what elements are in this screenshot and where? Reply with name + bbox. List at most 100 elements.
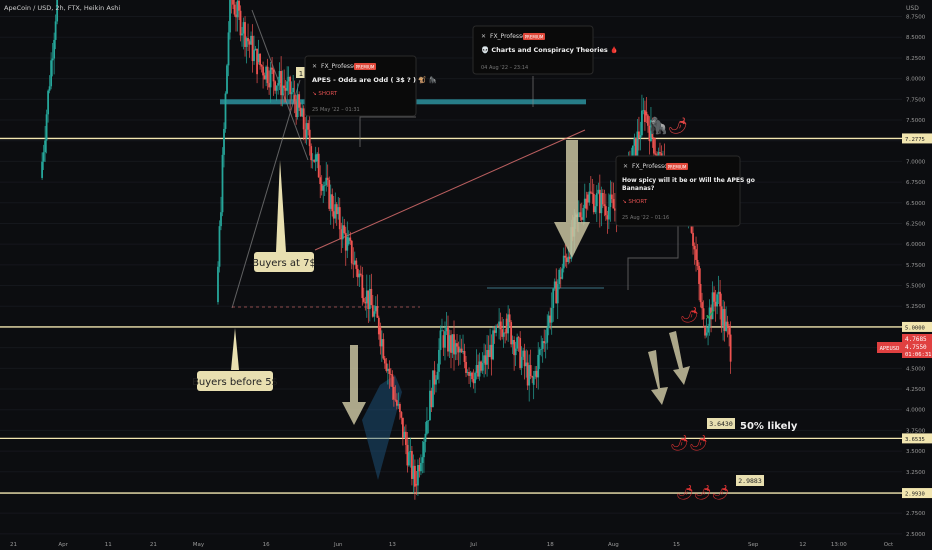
- candle-body: [659, 152, 661, 154]
- candle-body: [295, 101, 298, 117]
- likely-label: 50% likely: [740, 421, 798, 432]
- candle-body: [223, 128, 225, 155]
- candle-body: [265, 66, 267, 80]
- pointer-buyers-5: [231, 328, 239, 370]
- chili-icon: 🌶: [680, 306, 699, 324]
- candle-body: [483, 355, 485, 363]
- candle-body: [720, 306, 723, 326]
- candle-body: [340, 229, 343, 240]
- level-tag-1: 3.6430: [707, 418, 735, 429]
- time-tick-label: Jun: [333, 542, 343, 548]
- candle-body: [505, 318, 508, 334]
- candle-body: [385, 363, 388, 371]
- idea-card-3[interactable]: ✕ FX_Professor PREMIUM How spicy will it…: [615, 155, 755, 227]
- arrow-down-1: [342, 345, 366, 425]
- candle-body: [289, 76, 292, 95]
- candle-body: [386, 368, 389, 371]
- price-tick-label: 6.0000: [906, 242, 926, 248]
- candle-body: [361, 274, 364, 299]
- candle-body: [546, 327, 549, 343]
- candle-body: [286, 81, 289, 91]
- level-price-tag: 7.2775: [905, 137, 925, 143]
- candle-body: [699, 283, 702, 303]
- candle-body: [441, 330, 443, 332]
- candle-body: [331, 194, 334, 212]
- price-tick-label: 4.0000: [906, 408, 926, 414]
- candle-body: [432, 370, 434, 408]
- small-box-tag: 1: [296, 67, 306, 78]
- candle-body: [406, 444, 409, 466]
- candle-body: [477, 365, 479, 377]
- candle-body: [526, 362, 529, 386]
- candle-body: [353, 260, 356, 265]
- candle-body: [520, 356, 523, 368]
- candle-body: [272, 69, 275, 82]
- candle-body: [335, 204, 338, 215]
- check-icon: ✓: [704, 305, 717, 324]
- idea-card-1[interactable]: ✕ FX_Professor PREMIUM APES - Odds are O…: [304, 55, 437, 117]
- candle-body: [371, 305, 374, 317]
- candle-body: [356, 268, 359, 278]
- level-price-tag-bg: [902, 433, 932, 444]
- candle-body: [436, 371, 439, 380]
- candle-body: [492, 330, 494, 360]
- candle-body: [702, 308, 705, 320]
- price-tick-label: 3.2500: [906, 470, 926, 476]
- gorilla-chili-icon: 🦍🌶: [648, 116, 688, 135]
- candle-body: [498, 321, 501, 327]
- candle-body: [280, 71, 283, 96]
- candle-body: [275, 85, 278, 91]
- trend-line-red: [314, 129, 586, 251]
- time-tick-label: 18: [547, 542, 554, 548]
- candle-body: [426, 420, 428, 434]
- candle-body: [600, 193, 603, 214]
- candle-body: [229, 0, 231, 33]
- candle-body: [726, 321, 729, 327]
- candle-body: [472, 379, 475, 384]
- candle-body: [635, 137, 637, 157]
- candle-body: [311, 159, 314, 161]
- candle-body: [338, 207, 341, 230]
- candle-body: [359, 273, 362, 275]
- candle-body: [501, 329, 504, 337]
- idea-3-badge: PREMIUM: [668, 165, 687, 170]
- candle-body: [392, 386, 395, 400]
- candle-body: [565, 257, 568, 262]
- candle-body: [579, 212, 582, 218]
- idea-2-badge: PREMIUM: [525, 35, 544, 40]
- candle-body: [465, 361, 467, 373]
- candle-body: [582, 208, 585, 220]
- projection-arrows: [342, 140, 690, 425]
- candle-body: [317, 153, 320, 178]
- candle-body: [641, 110, 643, 136]
- candle-body: [612, 199, 615, 209]
- candle-body: [362, 298, 365, 302]
- candle-body: [693, 245, 696, 250]
- price-tick-label: 3.7500: [906, 428, 926, 434]
- candle-body: [260, 65, 263, 67]
- time-tick-label: 15: [673, 542, 680, 548]
- candle-body: [591, 192, 594, 194]
- candle-body: [412, 465, 415, 479]
- candle-body: [299, 107, 302, 117]
- candle-body: [716, 294, 718, 307]
- level-price-tag-bg: [902, 321, 932, 332]
- candle-body: [468, 371, 470, 376]
- candle-body: [367, 290, 370, 309]
- arrow-down-3: [648, 350, 668, 405]
- idea-3-title-2: Bananas?: [622, 185, 655, 192]
- candle-body: [499, 321, 502, 330]
- candle-body: [325, 177, 328, 186]
- candle-body: [589, 191, 592, 193]
- candle-body: [713, 292, 715, 302]
- idea-card-2[interactable]: ✕ FX_Professor PREMIUM 💀 Charts and Cons…: [472, 25, 618, 75]
- price-tick-label: 7.0000: [906, 159, 926, 165]
- candle-body: [352, 263, 355, 265]
- candle-body: [714, 301, 717, 307]
- candle-body: [638, 131, 640, 139]
- candle-body: [248, 41, 251, 45]
- candle-body: [301, 108, 304, 117]
- candle-body: [420, 462, 422, 472]
- candle-body: [365, 290, 368, 304]
